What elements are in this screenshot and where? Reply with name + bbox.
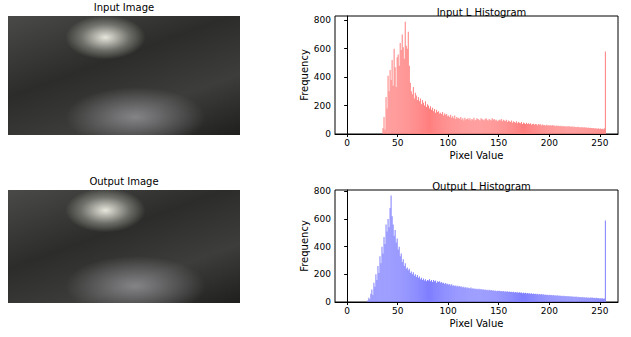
svg-text:Input L Histogram: Input L Histogram: [437, 7, 527, 18]
svg-text:Output L Histogram: Output L Histogram: [432, 181, 531, 192]
svg-text:Pixel Value: Pixel Value: [450, 318, 504, 329]
svg-text:0: 0: [325, 129, 331, 139]
svg-text:0: 0: [325, 297, 331, 307]
svg-text:200: 200: [314, 269, 331, 279]
svg-text:250: 250: [591, 306, 608, 316]
svg-text:Pixel Value: Pixel Value: [450, 150, 504, 161]
svg-text:200: 200: [314, 101, 331, 111]
svg-text:50: 50: [392, 138, 404, 148]
svg-text:200: 200: [541, 138, 558, 148]
svg-text:100: 100: [440, 138, 457, 148]
svg-text:50: 50: [392, 306, 404, 316]
svg-text:Frequency: Frequency: [299, 220, 310, 272]
svg-text:Frequency: Frequency: [299, 49, 310, 101]
svg-text:600: 600: [314, 214, 331, 224]
svg-text:100: 100: [440, 306, 457, 316]
svg-text:150: 150: [490, 306, 507, 316]
svg-text:600: 600: [314, 44, 331, 54]
svg-text:250: 250: [591, 138, 608, 148]
html-text:Input Image: Input Image: [93, 2, 155, 13]
svg-text:0: 0: [344, 306, 350, 316]
svg-text:200: 200: [541, 306, 558, 316]
svg-text:400: 400: [314, 242, 331, 252]
html-text:Output Image: Output Image: [89, 176, 159, 187]
svg-text:400: 400: [314, 72, 331, 82]
svg-text:150: 150: [490, 138, 507, 148]
svg-text:800: 800: [314, 186, 331, 196]
svg-text:800: 800: [314, 15, 331, 25]
svg-text:0: 0: [344, 138, 350, 148]
